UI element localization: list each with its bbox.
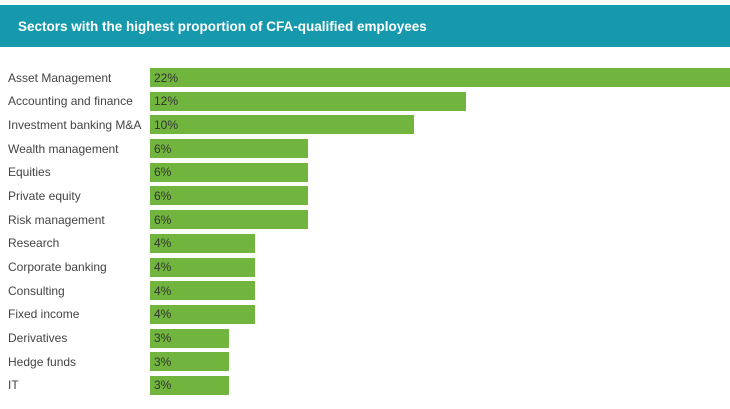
bar-area: 4% [150, 304, 730, 324]
category-label: IT [8, 378, 19, 393]
bar-area: 4% [150, 257, 730, 277]
bar: 22% [150, 68, 730, 87]
bar-area: 6% [150, 186, 730, 206]
bar-area: 6% [150, 162, 730, 182]
chart-row: Consulting 4% [0, 281, 730, 301]
value-label: 4% [154, 260, 172, 274]
chart-row: Fixed income 4% [0, 304, 730, 324]
bar: 4% [150, 304, 256, 324]
bar: 6% [150, 162, 309, 182]
bar-area: 3% [150, 375, 730, 395]
bar: 6% [150, 210, 309, 230]
value-label: 6% [154, 141, 172, 156]
category-label: Consulting [8, 283, 65, 298]
value-label: 10% [154, 117, 179, 132]
chart-row: Investment banking M&A 10% [0, 115, 730, 135]
bar-area: 4% [150, 233, 730, 253]
value-label: 4% [154, 283, 172, 298]
chart-row: Research 4% [0, 233, 730, 253]
bar-area: 4% [150, 281, 730, 301]
chart-row: Derivatives 3% [0, 328, 730, 348]
bar: 4% [150, 233, 256, 253]
bar: 6% [150, 186, 309, 206]
category-label: Private equity [8, 188, 81, 203]
chart-title: Sectors with the highest proportion of C… [18, 18, 427, 34]
category-label: Risk management [8, 212, 105, 227]
bar-area: 10% [150, 115, 730, 135]
chart-title-banner: Sectors with the highest proportion of C… [0, 5, 730, 47]
value-label: 3% [154, 331, 172, 346]
chart-row: Accounting and finance 12% [0, 91, 730, 111]
bar-area: 12% [150, 91, 730, 111]
category-label: Investment banking M&A [8, 117, 142, 132]
chart-row: Risk management 6% [0, 210, 730, 230]
bar: 3% [150, 375, 230, 395]
category-label: Corporate banking [8, 260, 107, 274]
category-label: Wealth management [8, 141, 119, 156]
chart-row: Wealth management 6% [0, 139, 730, 159]
category-label: Derivatives [8, 331, 68, 346]
value-label: 6% [154, 188, 172, 203]
bar: 10% [150, 115, 414, 135]
chart-row: IT 3% [0, 375, 730, 395]
category-label: Accounting and finance [8, 94, 133, 109]
value-label: 4% [154, 236, 172, 251]
category-label: Research [8, 236, 60, 251]
value-label: 6% [154, 212, 172, 227]
category-label: Hedge funds [8, 354, 77, 369]
chart-rows: Asset Management 22% Accounting and financ… [0, 68, 730, 395]
bar: 6% [150, 139, 309, 159]
bar: 3% [150, 328, 230, 348]
value-label: 12% [154, 94, 179, 109]
chart-row: Hedge funds 3% [0, 352, 730, 372]
bar: 12% [150, 91, 467, 111]
category-label: Asset Management [8, 70, 112, 85]
bar-area: 3% [150, 352, 730, 372]
bar: 4% [150, 281, 256, 301]
chart-row: Corporate banking 4% [0, 257, 730, 277]
category-label: Fixed income [8, 307, 80, 322]
value-label: 22% [154, 70, 179, 85]
chart-row: Equities 6% [0, 162, 730, 182]
bar-area: 22% [150, 68, 730, 87]
bar-chart: Asset Management 22% Accounting and financ… [0, 68, 730, 395]
value-label: 4% [154, 307, 172, 322]
chart-row: Asset Management 22% [0, 68, 730, 87]
bar: 3% [150, 352, 230, 372]
bar-area: 6% [150, 139, 730, 159]
chart-row: Private equity 6% [0, 186, 730, 206]
value-label: 6% [154, 165, 172, 180]
value-label: 3% [154, 354, 172, 369]
chart-page: Sectors with the highest proportion of C… [0, 5, 730, 409]
bar-area: 6% [150, 210, 730, 230]
value-label: 3% [154, 378, 172, 393]
bar-area: 3% [150, 328, 730, 348]
bar: 4% [150, 257, 256, 277]
category-label: Equities [8, 165, 51, 180]
